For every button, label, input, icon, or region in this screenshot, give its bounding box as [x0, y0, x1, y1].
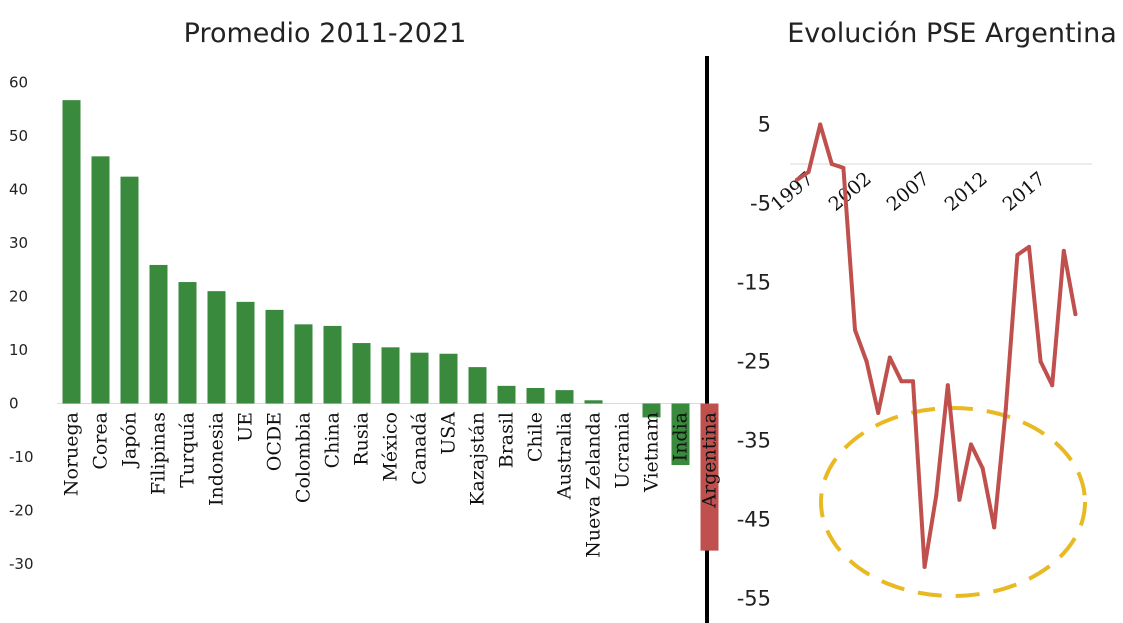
x-category-label: Noruega [61, 412, 83, 496]
x-category-label: México [380, 412, 402, 482]
bar-chart: -30 -20 -10 0 10 20 30 40 50 60 Noruega Corea Japón F… [9, 74, 721, 574]
y-tick-label: -30 [9, 555, 34, 573]
data-point [945, 383, 950, 388]
data-point [1061, 248, 1066, 253]
x-category-label: Rusia [351, 412, 373, 466]
data-point [1050, 383, 1055, 388]
x-category-label: UE [235, 412, 257, 442]
x-category-label: China [322, 412, 344, 468]
x-tick-label: 1997 [767, 168, 818, 216]
x-category-label: India [670, 412, 692, 461]
bar-ue [236, 301, 255, 404]
x-category-label: Vietnam [641, 412, 663, 493]
x-category-label: Corea [90, 412, 112, 470]
data-point [969, 442, 973, 447]
bar-chile [526, 387, 545, 404]
y-tick-label: 5 [758, 113, 771, 137]
bar-australia [555, 390, 574, 404]
y-tick-label: -55 [737, 587, 771, 611]
bar-turquía [178, 282, 197, 404]
x-category-label: Brasil [496, 412, 518, 468]
y-tick-label: -25 [737, 350, 771, 374]
data-point [864, 359, 869, 364]
data-point [818, 122, 823, 127]
data-point [876, 410, 881, 415]
bar-china [323, 325, 342, 404]
bar-rusia [352, 343, 371, 404]
x-category-label: Kazajstán [467, 412, 489, 506]
bar-canadá [410, 352, 429, 404]
bar-argentina [700, 403, 719, 551]
x-category-label: Colombia [293, 412, 315, 503]
bar-nueva-zelanda [584, 400, 603, 404]
y-tick-label: 30 [9, 234, 28, 252]
x-category-label: Argentina [699, 412, 721, 509]
x-category-label: Nueva Zelanda [583, 412, 605, 558]
bar-colombia [294, 324, 313, 404]
bar-japón [120, 176, 139, 404]
y-tick-label: -45 [737, 508, 771, 532]
y-tick-label: -20 [9, 502, 34, 520]
bar-ocde [265, 309, 284, 404]
data-point [1038, 359, 1043, 364]
highlight-ellipse [819, 406, 1087, 598]
data-point [853, 327, 857, 332]
y-tick-label: -10 [9, 448, 34, 466]
left-chart-title: Promedio 2011-2021 [184, 18, 467, 49]
data-point [992, 525, 997, 530]
data-point [887, 355, 892, 360]
y-tick-label: 60 [9, 74, 28, 92]
bar-india [671, 403, 690, 466]
x-tick-label: 2007 [883, 168, 934, 216]
data-point [922, 564, 927, 569]
bar-corea [91, 156, 110, 404]
data-point [841, 165, 846, 170]
right-chart-title: Evolución PSE Argentina [787, 18, 1117, 49]
x-category-label: Chile [525, 412, 547, 462]
data-point [911, 379, 915, 384]
x-category-label: Indonesia [206, 412, 228, 506]
y-tick-label: -5 [750, 192, 771, 216]
bar-filipinas [149, 264, 168, 404]
x-category-label: OCDE [264, 412, 286, 471]
bar-noruega [62, 100, 81, 404]
data-point [1015, 252, 1020, 257]
y-tick-label: 10 [9, 341, 28, 359]
data-point [806, 169, 811, 174]
x-category-label: USA [438, 412, 460, 455]
x-tick-label: 2012 [941, 168, 992, 216]
x-tick-label: 2017 [999, 168, 1050, 216]
x-category-label: Australia [554, 412, 576, 500]
x-tick-label: 2002 [825, 168, 876, 216]
line-chart: 5 -5 -15 -25 -35 -45 -55 1997 2002 2007 2012 2017 [737, 113, 1092, 611]
x-category-label: Canadá [409, 412, 431, 485]
x-category-label: Ucrania [612, 412, 634, 489]
data-point [829, 162, 834, 166]
bar-kazajstán [468, 367, 487, 404]
data-point [934, 493, 939, 498]
x-category-label: Japón [119, 412, 141, 469]
data-point [1073, 312, 1078, 317]
y-tick-label: 40 [9, 181, 28, 199]
data-point [899, 379, 904, 384]
y-tick-label: 0 [9, 395, 19, 413]
bar-vietnam [642, 403, 661, 418]
bar-brasil [497, 385, 516, 404]
y-tick-label: -15 [737, 271, 771, 295]
data-point [957, 497, 962, 502]
y-tick-label: -35 [737, 429, 771, 453]
bar-méxico [381, 347, 400, 404]
bar-usa [439, 353, 458, 404]
y-tick-label: 20 [9, 288, 28, 306]
y-tick-label: 50 [9, 127, 28, 145]
data-point [1027, 244, 1031, 249]
bar-indonesia [207, 291, 226, 404]
data-point [980, 466, 985, 471]
x-category-label: Turquía [177, 412, 199, 488]
x-category-label: Filipinas [148, 412, 170, 495]
data-point [1003, 406, 1008, 411]
data-point [795, 177, 799, 182]
